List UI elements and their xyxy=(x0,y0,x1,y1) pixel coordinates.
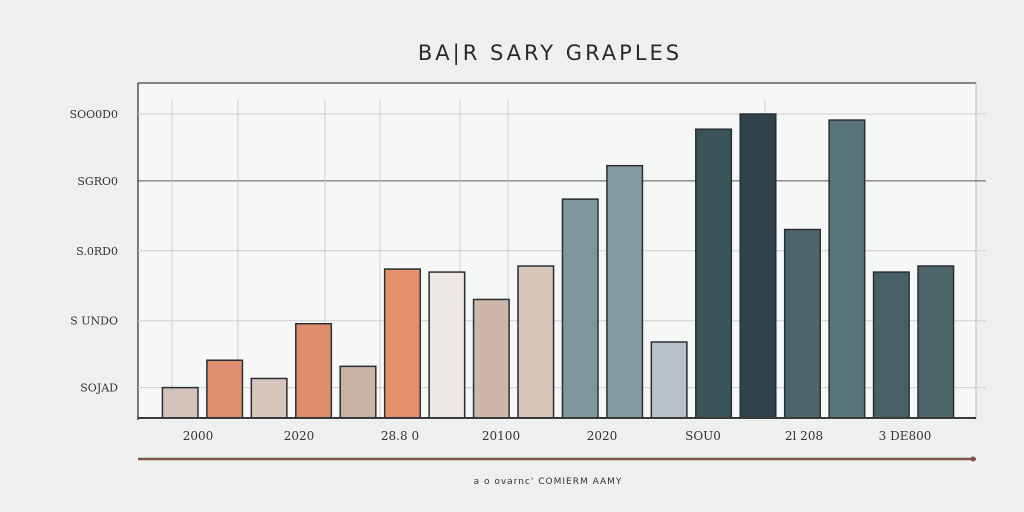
y-axis-ticks: SOJAD S UNDO S.0RD0 SGRO0 SOO0D0 xyxy=(70,108,119,395)
bar xyxy=(650,341,688,419)
bar xyxy=(695,128,733,419)
bar xyxy=(517,265,555,419)
bar xyxy=(739,113,777,419)
y-tick-label: SGRO0 xyxy=(77,175,118,188)
chart-title: BA|R SARY GRAPLES xyxy=(418,41,682,66)
x-tick-label: 2020 xyxy=(284,429,315,443)
bar xyxy=(872,271,910,419)
bar xyxy=(206,359,244,419)
x-tick-label: 2l 208 xyxy=(785,429,823,443)
bar xyxy=(250,377,288,419)
x-axis-ticks: 2000 2020 28.8 0 20100 2020 SOU0 2l 208 3 DE800 xyxy=(183,429,932,443)
bar xyxy=(383,268,421,419)
bar xyxy=(295,323,333,419)
x-tick-label: 20100 xyxy=(482,429,520,443)
bar xyxy=(428,271,466,419)
bar xyxy=(561,198,599,419)
bar xyxy=(828,119,866,419)
bar xyxy=(472,298,510,419)
bar xyxy=(606,164,644,419)
x-tick-label: 3 DE800 xyxy=(879,429,932,443)
y-tick-label: SOO0D0 xyxy=(70,108,118,121)
bar xyxy=(161,386,199,419)
x-tick-label: 2020 xyxy=(587,429,618,443)
bottom-rule-end xyxy=(970,456,976,462)
bar xyxy=(783,228,821,419)
x-tick-label: SOU0 xyxy=(685,429,721,443)
y-tick-label: S.0RD0 xyxy=(76,245,118,258)
bars xyxy=(161,113,955,419)
chart-caption: a o ovarnc' COMIERM AAMY xyxy=(474,477,623,487)
x-tick-label: 28.8 0 xyxy=(381,429,419,443)
x-tick-label: 2000 xyxy=(183,429,214,443)
y-tick-label: SOJAD xyxy=(80,382,118,395)
bar xyxy=(339,365,377,419)
y-tick-label: S UNDO xyxy=(70,315,118,328)
bar xyxy=(917,265,955,419)
